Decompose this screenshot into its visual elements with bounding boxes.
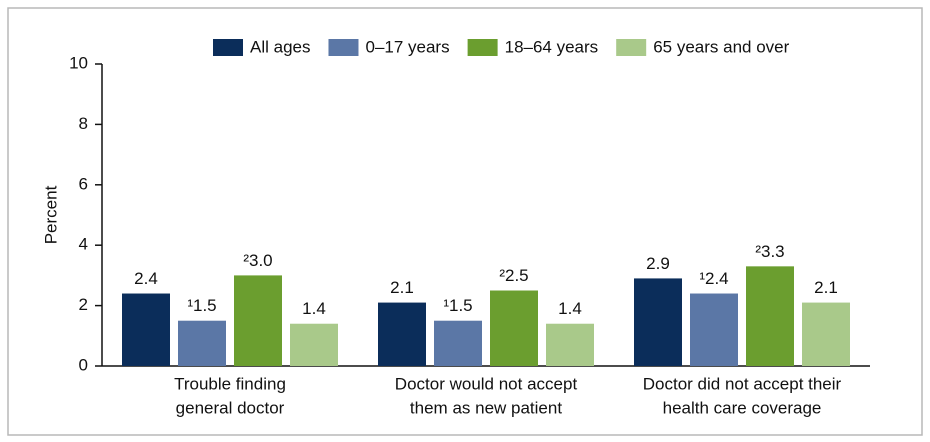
x-tick-label: Doctor would not accept (395, 374, 578, 393)
bar (378, 302, 426, 366)
value-label: 1.4 (302, 299, 326, 318)
legend-swatch (467, 39, 498, 56)
frame (7, 7, 923, 436)
y-tick-label: 8 (79, 114, 88, 133)
x-tick-label: general doctor (176, 398, 285, 417)
value-label: 1.4 (558, 299, 582, 318)
legend-label: All ages (250, 37, 310, 56)
value-label: 2.1 (390, 278, 414, 297)
y-axis-label: Percent (41, 185, 60, 244)
bar (634, 278, 682, 366)
value-label: 2.4 (134, 269, 158, 288)
value-label: ²3.3 (755, 242, 784, 261)
x-tick-label: them as new patient (410, 398, 562, 417)
legend-swatch (616, 39, 647, 56)
legend-swatch (213, 39, 243, 56)
value-label: ¹2.4 (699, 269, 728, 288)
y-tick-label: 2 (79, 295, 88, 314)
legend-label: 0–17 years (365, 37, 449, 56)
legend-label: 65 years and over (653, 37, 789, 56)
x-tick-label: health care coverage (663, 398, 822, 417)
bar (178, 320, 226, 366)
value-label: ¹1.5 (187, 296, 216, 315)
x-tick-label: Trouble finding (174, 374, 286, 393)
bar (234, 275, 282, 366)
bar (290, 323, 338, 366)
legend-label: 18–64 years (505, 37, 599, 56)
bar (434, 320, 482, 366)
bar (802, 302, 850, 366)
value-label: ¹1.5 (443, 296, 472, 315)
y-tick-label: 6 (79, 174, 88, 193)
y-tick-label: 10 (69, 53, 88, 72)
value-label: 2.9 (646, 254, 670, 273)
x-tick-label: Doctor did not accept their (643, 374, 842, 393)
legend-swatch (328, 39, 359, 56)
bar (122, 293, 170, 366)
value-label: ²2.5 (499, 266, 528, 285)
bar (490, 290, 538, 366)
y-tick-label: 4 (79, 235, 88, 254)
value-label: 2.1 (814, 278, 838, 297)
bar (546, 323, 594, 366)
value-label: ²3.0 (243, 251, 272, 270)
bar (690, 293, 738, 366)
bar (746, 266, 794, 366)
y-tick-label: 0 (79, 355, 88, 374)
